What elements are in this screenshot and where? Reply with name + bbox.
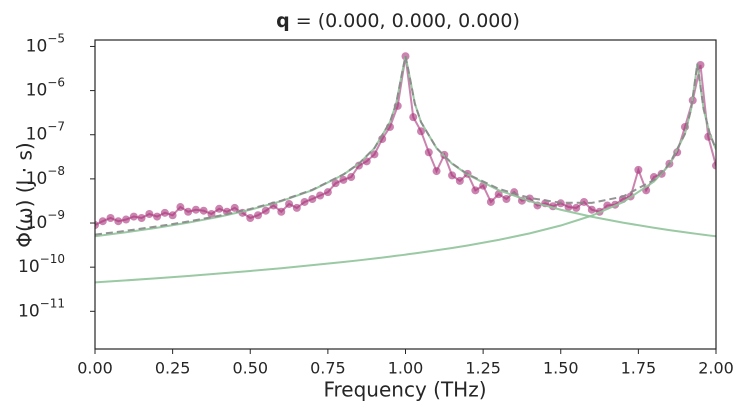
data-point <box>339 175 348 184</box>
data-point <box>246 213 255 222</box>
data-point <box>277 207 286 216</box>
data-point <box>137 213 146 222</box>
data-point <box>448 171 457 180</box>
data-point <box>471 186 480 195</box>
data-point <box>106 213 115 222</box>
data-point <box>168 211 177 220</box>
y-axis-label: Φ(ω) (J · s) <box>13 142 37 247</box>
data-point <box>417 127 426 136</box>
data-point <box>432 167 441 176</box>
y-tick-label: 10−6 <box>26 75 65 101</box>
y-tick-base: 10 <box>18 301 40 321</box>
y-tick-exponent: −6 <box>47 75 65 89</box>
data-point <box>564 203 573 212</box>
series <box>95 52 716 230</box>
chart-title: q = (0.000, 0.000, 0.000) <box>276 10 520 32</box>
y-tick-label: 10−7 <box>26 119 65 145</box>
data-point <box>95 221 99 230</box>
data-point <box>634 165 643 174</box>
y-tick-exponent: −7 <box>47 119 65 133</box>
y-tick-base: 10 <box>26 169 48 189</box>
y-tick-label: 10−11 <box>18 296 65 322</box>
y-tick-label: 10−10 <box>18 252 65 278</box>
y-tick-label: 10−8 <box>26 163 65 189</box>
data-point <box>424 148 433 157</box>
x-tick-label: 0.00 <box>77 359 113 378</box>
data-point <box>122 215 131 224</box>
y-tick-base: 10 <box>26 213 48 233</box>
data-point <box>486 197 495 206</box>
data-point <box>207 210 216 219</box>
y-tick-label: 10−9 <box>26 208 65 234</box>
x-axis-label: Frequency (THz) <box>323 378 486 402</box>
data-point <box>215 204 224 213</box>
series-line <box>95 55 716 236</box>
data-point <box>308 195 317 204</box>
data-point <box>261 206 270 215</box>
title-text: = (0.000, 0.000, 0.000) <box>290 10 520 32</box>
data-point <box>316 191 325 200</box>
x-tick-label: 0.25 <box>155 359 191 378</box>
data-point <box>292 203 301 212</box>
data-point <box>572 203 581 212</box>
x-tick-label: 1.75 <box>621 359 657 378</box>
data-point <box>184 207 193 216</box>
y-tick-base: 10 <box>18 257 40 277</box>
series-line <box>95 63 716 284</box>
data-point <box>712 161 716 170</box>
data-point <box>331 179 340 188</box>
plot-frame <box>94 39 717 350</box>
y-tick-exponent: −10 <box>40 252 65 266</box>
data-point <box>145 210 154 219</box>
data-point <box>580 197 589 206</box>
data-point <box>300 197 309 206</box>
data-point <box>587 205 596 214</box>
y-tick-base: 10 <box>26 81 48 101</box>
data-point <box>230 203 239 212</box>
y-tick-exponent: −8 <box>47 163 65 177</box>
x-tick-label: 2.00 <box>698 359 734 378</box>
x-tick-label: 0.75 <box>310 359 346 378</box>
series <box>95 63 716 284</box>
y-tick-base: 10 <box>26 125 48 145</box>
data-point <box>98 217 107 226</box>
x-tick-label: 0.50 <box>232 359 268 378</box>
data-point <box>347 173 356 182</box>
data-point <box>153 212 162 221</box>
x-tick-label: 1.00 <box>388 359 424 378</box>
y-tick-exponent: −11 <box>40 296 65 310</box>
y-tick-exponent: −9 <box>47 208 65 222</box>
data-point <box>502 195 511 204</box>
data-point <box>370 150 379 159</box>
data-point <box>160 208 169 217</box>
y-tick-label: 10−5 <box>26 31 65 57</box>
data-point <box>191 205 200 214</box>
data-point <box>114 217 123 226</box>
data-point <box>176 203 185 212</box>
y-tick-base: 10 <box>26 36 48 56</box>
series <box>95 55 716 236</box>
x-tick-label: 1.25 <box>465 359 501 378</box>
data-point <box>455 176 464 185</box>
y-tick-exponent: −5 <box>47 31 65 45</box>
data-point <box>494 190 503 199</box>
data-point <box>254 211 263 220</box>
data-point <box>129 212 138 221</box>
data-point <box>199 206 208 215</box>
data-point <box>285 199 294 208</box>
x-tick-label: 1.50 <box>543 359 579 378</box>
title-symbol: q <box>276 10 290 32</box>
data-point <box>323 188 332 197</box>
data-point <box>409 113 418 122</box>
data-point <box>354 161 363 170</box>
